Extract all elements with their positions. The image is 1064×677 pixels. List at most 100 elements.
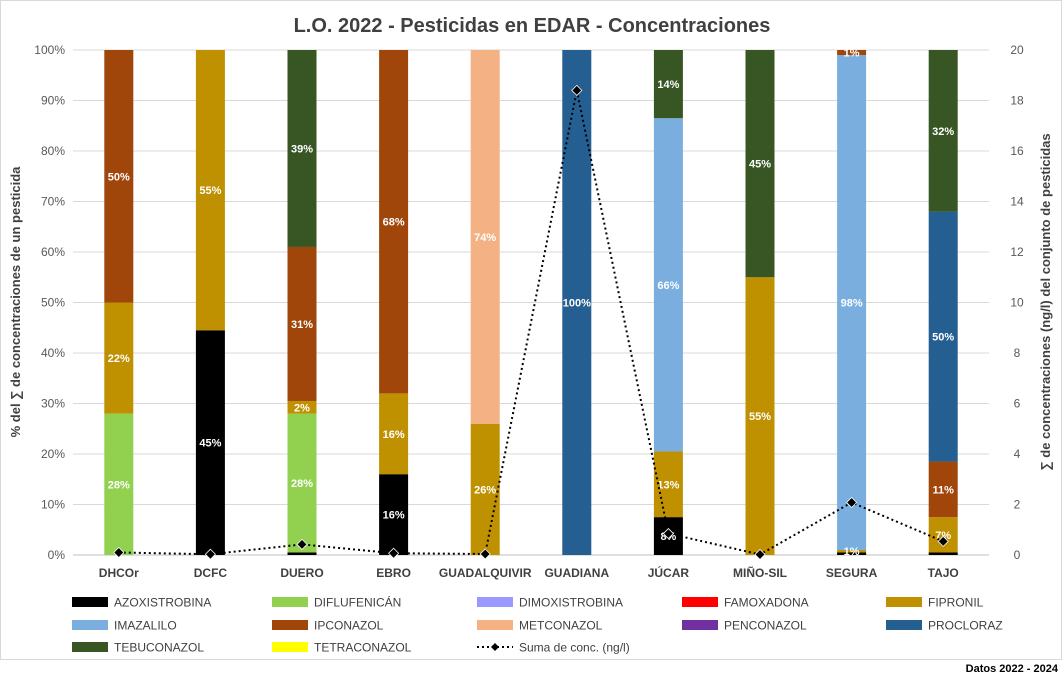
y-tick-label: 50% [41,296,65,310]
sum-line-marker [479,548,491,560]
data-label: 28% [108,479,130,491]
data-label: 1% [844,48,860,60]
bar-segment [287,50,317,247]
data-label: 74% [474,232,496,244]
data-labels: 28% 22% 50% 45% 55% 28% 2% 31% 39% 16% 16% 68% 26% 74… [108,48,955,559]
bar-segment [837,552,867,555]
y2-tick-label: 8 [1014,346,1021,360]
bar-segment [653,50,683,119]
sum-line-marker [937,535,949,547]
data-label: 14% [657,79,679,91]
y-tick-label: 80% [41,144,65,158]
y2-tick-label: 4 [1014,447,1021,461]
legend-entry-label: AZOXISTROBINA [114,596,211,610]
legend-entry-label: IPCONAZOL [314,619,384,633]
sum-line-marker [388,547,400,559]
bar-segment [928,50,958,212]
sum-line-marker [204,548,216,560]
bar-segment [837,549,867,553]
bar-segment [653,451,683,518]
bar-segment [653,118,683,452]
bar-segment [195,330,225,555]
legend-entry-label: DIFLUFENICÁN [314,595,401,610]
axes: 0% 10% 20% 30% 40% 50% 60% 70% 80% 90% 100% 0 2 4 6 8 10… [34,43,1024,580]
data-label: 28% [291,478,313,490]
bar-segment [379,50,409,394]
x-tick-label: DCFC [194,566,228,580]
data-label: 11% [932,484,954,496]
sum-line-marker [754,548,766,561]
data-label: 39% [291,143,313,155]
sum-line-marker [113,546,125,559]
bar-segment [104,50,134,303]
legend-entry-label: Suma de conc. (ng/l) [519,641,630,655]
data-label: 45% [749,159,771,171]
data-label: 22% [108,353,130,365]
y2-tick-label: 20 [1010,43,1024,57]
y-tick-label: 30% [41,397,65,411]
bar-segment [195,50,225,331]
sum-line-marker [846,496,858,509]
legend-swatch [477,620,513,630]
legend-swatch [682,620,718,630]
bars [104,50,958,555]
data-label: 100% [563,298,591,310]
legend-entry-label: PROCLORAZ [928,619,1003,633]
data-label: 16% [383,429,405,441]
data-label: 1% [844,546,860,558]
data-label: 68% [383,217,405,229]
data-label: 98% [841,298,863,310]
y2-tick-label: 12 [1010,245,1024,259]
bar-segment [928,461,958,518]
y2-tick-label: 6 [1014,397,1021,411]
legend-line-marker [491,643,499,651]
bar-segment [470,423,500,555]
y2-tick-label: 16 [1010,144,1024,158]
data-label: 66% [657,280,679,292]
bar-segment [104,302,134,414]
data-label: 50% [932,332,954,344]
legend-swatch [72,620,108,630]
data-label: 55% [749,411,771,423]
y-tick-label: 60% [41,245,65,259]
y-tick-label: 70% [41,195,65,209]
chart: L.O. 2022 - Pesticidas en EDAR - Concent… [8,15,1053,655]
y-tick-label: 100% [34,43,65,57]
sum-line [113,84,949,561]
data-label: 13% [657,479,679,491]
y2-axis-label: ∑ de concentraciones (ng/l) del conjunto… [1038,133,1053,470]
y2-tick-label: 14 [1010,195,1024,209]
legend-entry-label: FAMOXADONA [724,596,809,610]
bar-segment [837,55,867,550]
bar-segment [745,277,775,555]
bar-segment [745,50,775,278]
x-tick-label: GUADIANA [544,566,609,580]
legend-entry-label: IMAZALILO [114,619,177,633]
legend-swatch [272,620,308,630]
legend-swatch [886,620,922,630]
data-label: 26% [474,484,496,496]
bar-segment [928,552,958,555]
bar-segment [837,50,867,56]
sum-line-path [118,90,944,556]
sum-line-marker [296,538,308,550]
sum-line-marker [662,527,674,540]
legend-entry-label: FIPRONIL [928,596,984,610]
y-axis-label: % del ∑ de concentraciones de un pestici… [8,166,23,438]
bar-segment [379,474,409,555]
y-tick-label: 40% [41,346,65,360]
y-tick-label: 90% [41,94,65,108]
legend-entry-label: PENCONAZOL [724,619,807,633]
y2-tick-label: 10 [1010,296,1024,310]
data-label: 50% [108,171,130,183]
chart-frame [0,0,1062,660]
data-label: 2% [294,402,310,414]
legend-entry-label: TETRACONAZOL [314,641,412,655]
legend-swatch [886,597,922,607]
x-tick-label: SEGURA [826,566,878,580]
legend: AZOXISTROBINA DIFLUFENICÁN DIMOXISTROBINA F… [72,595,1003,655]
y-tick-label: 20% [41,447,65,461]
legend-swatch [72,642,108,652]
bar-segment [287,413,317,553]
data-label: 32% [932,126,954,138]
